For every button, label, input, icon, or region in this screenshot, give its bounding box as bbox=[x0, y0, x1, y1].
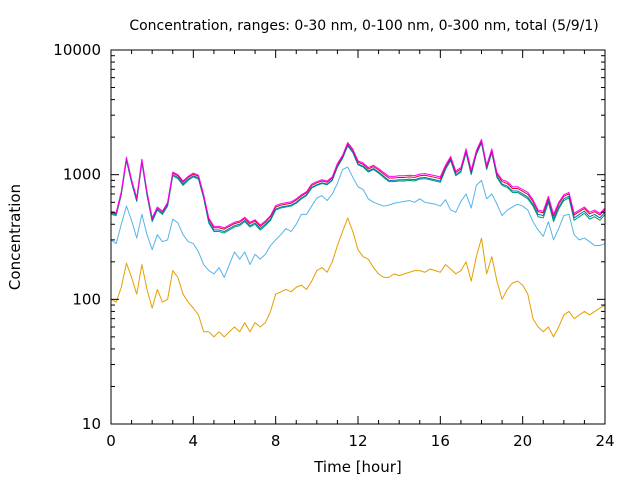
x-axis-label: Time [hour] bbox=[313, 458, 402, 476]
series-layer bbox=[110, 138, 606, 338]
y-axis-label: Concentration bbox=[6, 184, 24, 290]
y-tick-label: 10 bbox=[82, 415, 101, 433]
x-tick-label: 16 bbox=[431, 432, 450, 450]
chart-title: Concentration, ranges: 0-30 nm, 0-100 nm… bbox=[129, 18, 598, 34]
x-tick-label: 24 bbox=[595, 432, 614, 450]
x-tick-label: 8 bbox=[271, 432, 281, 450]
y-tick-label: 10000 bbox=[53, 41, 101, 59]
series-line-1 bbox=[110, 217, 606, 338]
y-tick-label: 1000 bbox=[63, 166, 101, 184]
series-line-5 bbox=[110, 139, 606, 230]
series-line-6 bbox=[110, 138, 606, 229]
ticks-layer: 0 4 8 12 16 20 24 10 100 1000 10000 bbox=[53, 41, 614, 450]
x-tick-label: 12 bbox=[348, 432, 367, 450]
series-line-4 bbox=[110, 141, 606, 233]
x-tick-label: 0 bbox=[106, 432, 116, 450]
series-line-2 bbox=[110, 166, 606, 278]
y-tick-label: 100 bbox=[72, 290, 101, 308]
x-tick-label: 4 bbox=[189, 432, 199, 450]
series-line-3 bbox=[110, 142, 606, 234]
plot-frame bbox=[110, 49, 606, 425]
x-tick-label: 20 bbox=[513, 432, 532, 450]
